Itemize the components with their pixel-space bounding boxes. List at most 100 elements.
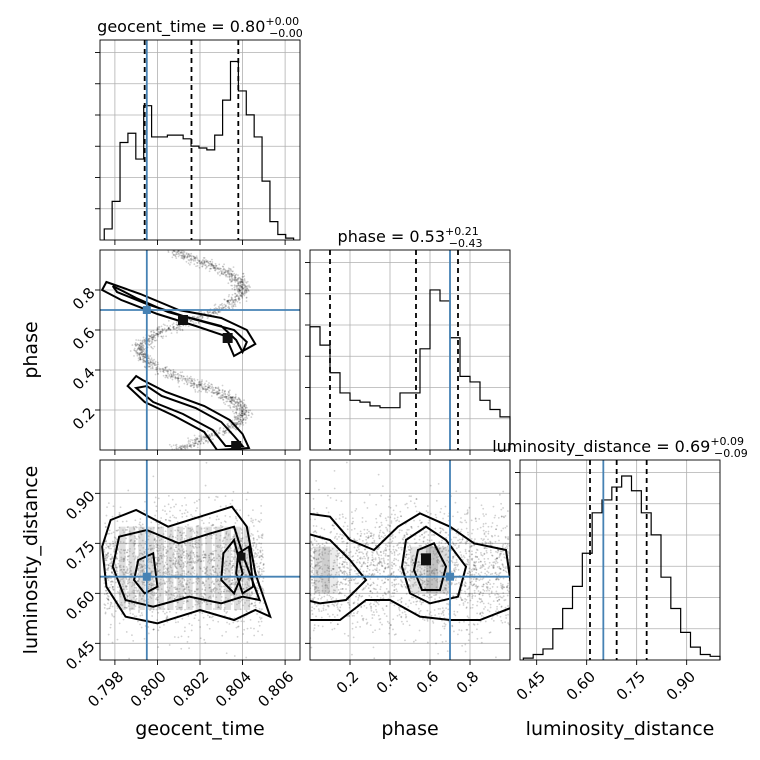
sample-point xyxy=(243,291,246,294)
sample-point xyxy=(123,581,126,584)
sample-point xyxy=(197,438,199,440)
sample-point xyxy=(238,290,241,293)
sample-point xyxy=(162,370,165,373)
sample-point xyxy=(246,593,249,595)
sample-point xyxy=(130,572,133,575)
sample-point xyxy=(175,257,178,259)
sample-point xyxy=(183,254,186,257)
sample-point xyxy=(200,385,203,387)
sample-point xyxy=(213,583,216,586)
sample-point xyxy=(105,564,108,566)
sample-point xyxy=(321,585,324,587)
sample-point xyxy=(170,557,172,560)
sample-point xyxy=(239,399,242,402)
sample-point xyxy=(329,549,332,552)
sample-point xyxy=(203,261,206,264)
sample-point xyxy=(252,519,254,522)
sample-point xyxy=(195,541,198,544)
sample-point xyxy=(328,565,331,568)
sample-point xyxy=(193,562,196,564)
sample-point xyxy=(201,612,204,615)
sample-point xyxy=(239,416,242,419)
sample-point xyxy=(224,536,227,539)
sample-point xyxy=(179,446,182,449)
sample-point xyxy=(217,591,220,594)
sample-point xyxy=(233,303,235,306)
sample-point xyxy=(190,529,193,532)
sample-point xyxy=(377,603,380,606)
sample-point xyxy=(216,271,219,274)
sample-point xyxy=(214,571,217,573)
sample-point xyxy=(220,590,223,593)
sample-point xyxy=(200,560,202,562)
sample-point xyxy=(170,546,172,549)
sample-point xyxy=(168,556,171,559)
sample-point xyxy=(435,568,438,571)
sample-point xyxy=(236,398,238,401)
sample-point xyxy=(234,277,237,280)
sample-point xyxy=(335,554,337,557)
sample-point xyxy=(380,561,382,563)
sample-point xyxy=(347,567,350,570)
sample-point xyxy=(156,367,159,370)
sample-point xyxy=(195,255,198,258)
sample-point xyxy=(246,627,249,630)
sample-point xyxy=(147,548,150,551)
sample-point xyxy=(230,273,233,276)
sample-point xyxy=(472,528,474,531)
sample-point xyxy=(241,414,244,417)
sample-point xyxy=(175,503,177,506)
sample-point xyxy=(169,375,172,378)
sample-point xyxy=(128,602,131,605)
sample-point xyxy=(204,586,207,589)
sample-point xyxy=(482,588,485,591)
sample-point xyxy=(440,550,443,553)
density-cell xyxy=(119,526,126,610)
sample-point xyxy=(222,273,225,276)
sample-point xyxy=(236,294,239,297)
sample-point xyxy=(166,563,169,566)
sample-point xyxy=(156,565,159,568)
sample-point xyxy=(241,278,244,281)
sample-point xyxy=(190,551,192,554)
sample-point xyxy=(245,410,248,413)
sample-point xyxy=(155,332,158,335)
sample-point xyxy=(245,610,248,613)
sample-point xyxy=(175,560,178,563)
sample-point xyxy=(196,386,199,389)
sample-point xyxy=(224,268,227,271)
sample-point xyxy=(216,496,219,498)
sample-point xyxy=(204,385,207,388)
sample-point xyxy=(205,542,208,545)
sample-point xyxy=(138,578,141,581)
sample-point xyxy=(175,544,177,547)
sample-point xyxy=(228,389,231,392)
sample-point xyxy=(187,600,190,603)
sample-point xyxy=(239,287,242,290)
sample-point xyxy=(224,521,227,523)
sample-point xyxy=(383,532,385,535)
sample-point xyxy=(185,555,188,557)
sample-point xyxy=(172,375,174,378)
sample-point xyxy=(241,578,244,581)
sample-point xyxy=(465,521,468,524)
sample-point xyxy=(206,391,209,394)
sample-point xyxy=(208,496,210,499)
sample-point xyxy=(240,400,243,403)
sample-point xyxy=(139,356,142,359)
contour-inner xyxy=(220,537,244,596)
sample-point xyxy=(241,287,244,290)
sample-point xyxy=(242,292,245,295)
sample-point xyxy=(237,418,240,421)
sample-point xyxy=(144,356,147,359)
sample-point xyxy=(242,413,245,416)
sample-point xyxy=(139,357,142,359)
sample-point xyxy=(339,556,342,559)
sample-point xyxy=(198,380,201,383)
sample-point xyxy=(108,529,111,532)
sample-point xyxy=(495,578,497,581)
sample-point xyxy=(141,583,144,586)
sample-point xyxy=(192,545,195,548)
sample-point xyxy=(177,447,180,450)
sample-point xyxy=(394,584,397,586)
